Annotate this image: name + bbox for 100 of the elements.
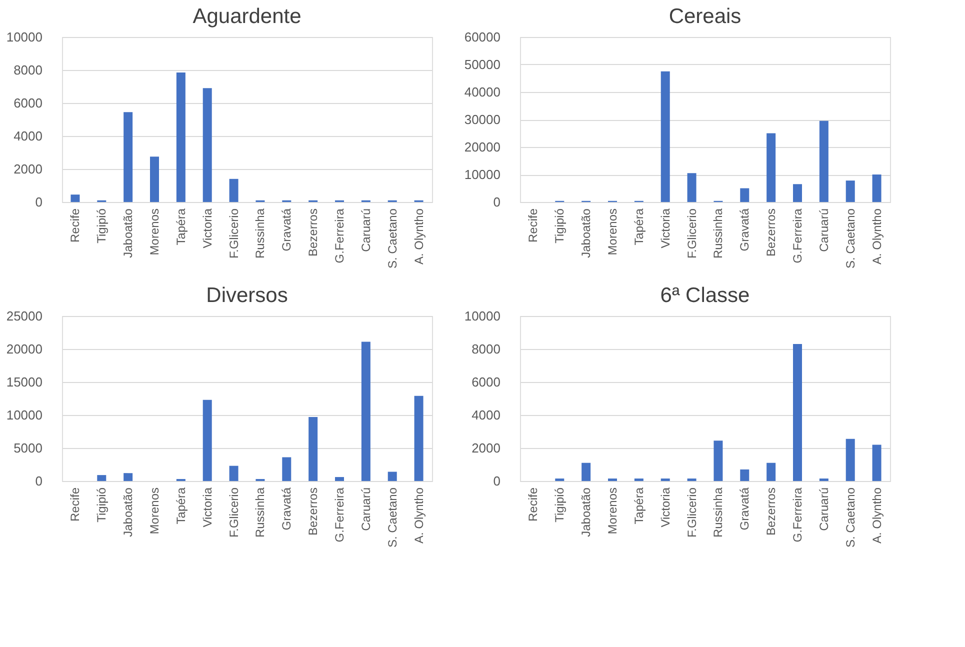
y-tick-label: 6000 [472, 374, 500, 390]
x-tick-label: Gravatá [738, 208, 752, 252]
bar [872, 444, 882, 481]
x-tick-label: Morenos [148, 208, 162, 256]
x-tick-label: Caruarú [816, 208, 831, 252]
x-tick-label: Tapéra [174, 208, 188, 246]
bar [308, 416, 318, 481]
chart-title: Cereais [668, 5, 742, 28]
bar [176, 72, 186, 202]
chart-title: 6ª Classe [660, 284, 750, 307]
x-tick-label: Tigipió [552, 208, 567, 244]
y-tick-label: 40000 [464, 84, 500, 100]
x-tick-label: Jaboatão [579, 208, 594, 258]
x-tick-label: Bezerros [306, 488, 320, 536]
bar [150, 156, 159, 202]
x-tick-label: Tapéra [632, 208, 646, 246]
x-tick-label: Jaboatão [579, 487, 594, 537]
x-tick-label: Bezerros [306, 208, 320, 257]
x-tick-label: Victoria [200, 487, 214, 528]
bar [740, 469, 750, 481]
x-tick-label: Victoria [200, 208, 214, 248]
bar [872, 174, 882, 202]
bar [766, 133, 776, 202]
bar [97, 475, 106, 481]
y-tick-label: 4000 [14, 128, 42, 144]
bar [687, 173, 696, 202]
x-tick-label: Caruarú [358, 488, 373, 531]
bar [582, 462, 591, 481]
y-tick-label: 6000 [14, 96, 42, 110]
x-tick-label: Gravatá [280, 487, 294, 530]
bar [202, 88, 212, 202]
bar [819, 120, 828, 202]
x-tick-label: Recife [526, 487, 540, 522]
x-tick-label: Tapéra [632, 487, 646, 524]
x-tick-label: Caruarú [358, 208, 373, 252]
x-tick-label: Gravatá [280, 208, 294, 252]
x-tick-label: F.Glicerio [684, 208, 699, 259]
x-tick-label: Morenos [606, 208, 620, 256]
y-tick-label: 0 [35, 194, 42, 210]
y-tick-label: 0 [35, 474, 42, 488]
y-tick-label: 0 [493, 194, 500, 210]
bar [124, 112, 133, 202]
bar [766, 462, 776, 481]
x-tick-label: F.Glicerio [226, 487, 241, 538]
x-tick-label: F.Glicerio [684, 487, 699, 538]
x-tick-label: Russinha [711, 208, 726, 259]
bar [388, 472, 397, 481]
y-tick-label: 60000 [464, 30, 500, 44]
bar [124, 473, 133, 481]
bar [70, 194, 80, 202]
bar [229, 466, 238, 481]
y-tick-label: 30000 [464, 112, 500, 127]
y-tick-label: 50000 [464, 57, 500, 72]
y-tick-label: 8000 [472, 342, 500, 356]
y-tick-label: 25000 [6, 308, 42, 324]
x-tick-label: A. Olyntho [870, 487, 884, 544]
x-tick-label: S. Caetano [385, 208, 400, 269]
bar [793, 344, 802, 481]
x-tick-label: Recife [68, 208, 82, 243]
x-tick-label: S. Caetano [843, 487, 858, 548]
x-tick-label: G.Ferreira [790, 208, 804, 264]
x-tick-label: Recife [68, 487, 82, 522]
y-tick-label: 10000 [6, 408, 42, 422]
y-tick-label: 0 [493, 474, 500, 488]
x-tick-label: Caruarú [816, 488, 831, 531]
x-tick-label: Jaboatão [121, 208, 136, 258]
x-tick-label: A. Olyntho [412, 208, 426, 265]
bar [793, 184, 802, 202]
x-tick-label: Bezerros [764, 488, 778, 536]
y-tick-label: 5000 [14, 440, 42, 456]
y-tick-label: 15000 [6, 374, 42, 390]
x-tick-label: Tigipió [94, 487, 109, 522]
bar [361, 342, 370, 481]
y-tick-label: 2000 [14, 162, 42, 176]
x-tick-label: Morenos [148, 488, 162, 534]
x-tick-label: Tigipió [552, 487, 567, 522]
bar [714, 440, 723, 481]
x-tick-label: G.Ferreira [332, 208, 346, 264]
y-tick-label: 4000 [472, 408, 500, 422]
bar [229, 178, 238, 202]
x-tick-label: Victoria [658, 208, 672, 248]
x-tick-label: G.Ferreira [790, 487, 804, 542]
x-tick-label: G.Ferreira [332, 487, 346, 542]
bar [282, 457, 292, 481]
x-tick-label: Tigipió [94, 208, 109, 244]
x-tick-label: Victoria [658, 487, 672, 528]
y-tick-label: 10000 [464, 167, 500, 182]
x-tick-label: Gravatá [738, 487, 752, 530]
chart-title: Aguardente [192, 5, 302, 28]
y-tick-label: 10000 [464, 308, 500, 324]
bar [660, 71, 670, 202]
bar [202, 400, 212, 481]
bar [846, 180, 855, 202]
x-tick-label: A. Olyntho [870, 208, 884, 265]
x-tick-label: Bezerros [764, 208, 778, 257]
y-tick-label: 20000 [6, 342, 42, 356]
y-tick-label: 10000 [6, 30, 42, 44]
x-tick-label: S. Caetano [843, 208, 858, 269]
x-tick-label: F.Glicerio [226, 208, 241, 259]
bar [846, 438, 855, 481]
